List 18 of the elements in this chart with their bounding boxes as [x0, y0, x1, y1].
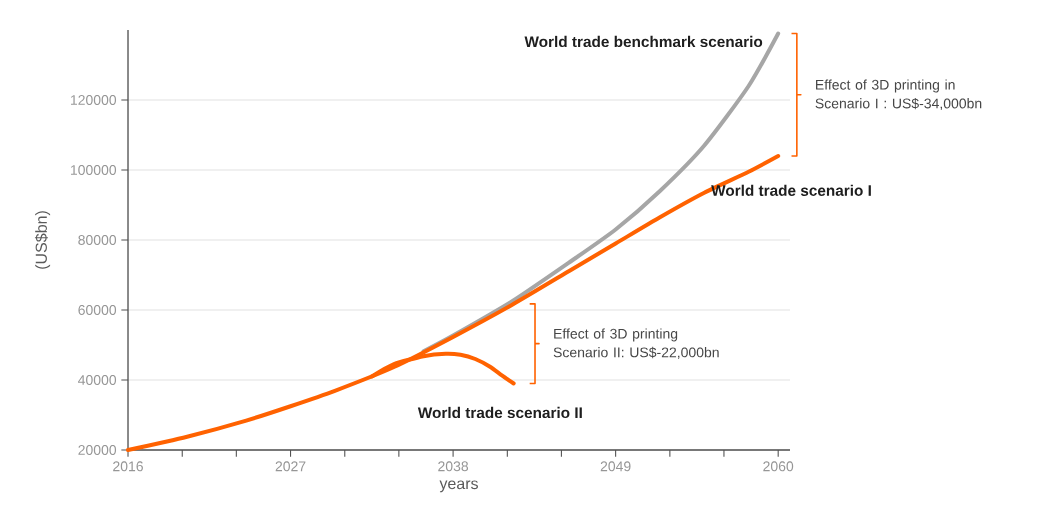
x-tick-label: 2016	[113, 461, 143, 472]
text: Effect of 3D printing in Scenario I : US$-34,000bn	[815, 79, 982, 111]
y-tick-label: 80000	[78, 235, 117, 245]
y-tick-label: 100000	[70, 165, 117, 175]
x-tick-label: 2027	[275, 461, 306, 472]
y-tick-label: 20000	[78, 445, 117, 455]
y-axis-title: (US$bn)	[34, 211, 51, 269]
x-tick-label: 2038	[438, 461, 469, 472]
x-tick-label: 2049	[600, 461, 631, 472]
y-tick-label: 40000	[78, 375, 117, 385]
x-tick-label: 2060	[763, 461, 794, 472]
series-label: World trade scenario I	[711, 184, 871, 196]
series-label: World trade benchmark scenario	[524, 35, 763, 48]
y-tick-label: 60000	[78, 305, 117, 315]
y-tick-label: 120000	[70, 95, 117, 105]
text: World trade scenario II	[417, 406, 582, 419]
annotation: Effect of 3D printing Scenario II: US$-22,000bn	[553, 328, 719, 359]
x-axis-title: years	[439, 480, 478, 493]
